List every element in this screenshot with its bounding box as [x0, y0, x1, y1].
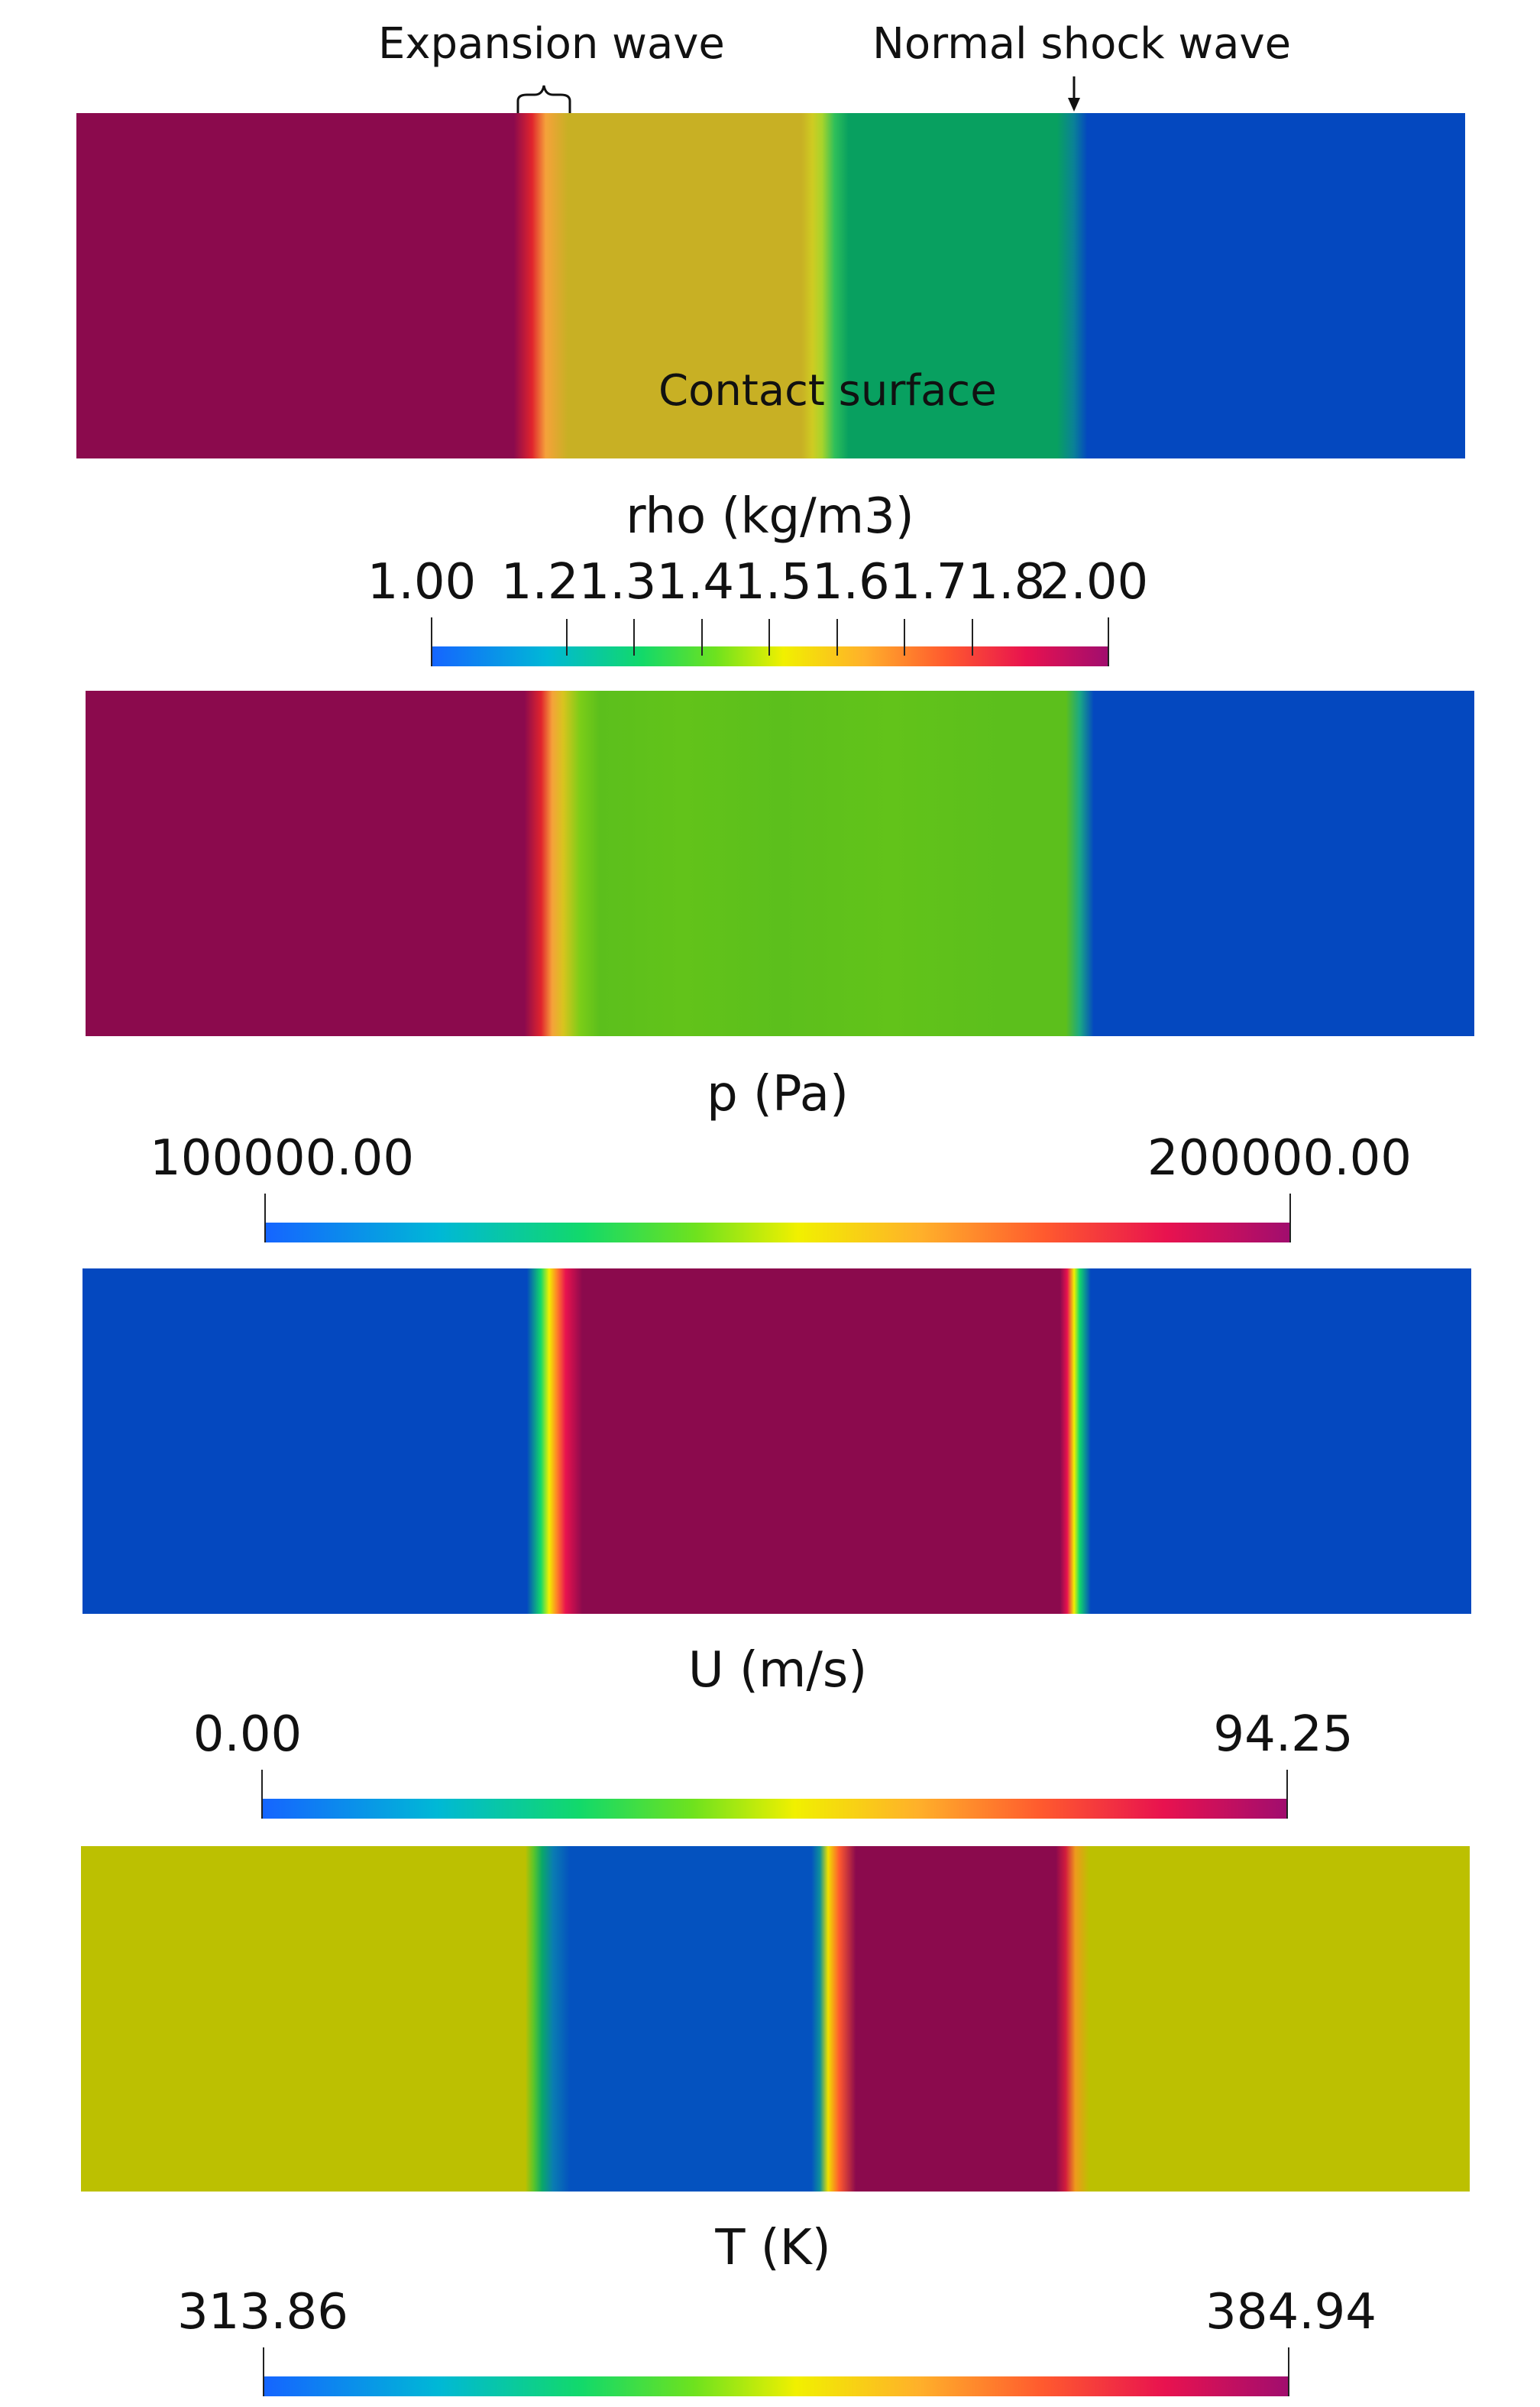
contact-surface-label: Contact surface	[658, 366, 997, 416]
u-tick-max: 94.25	[1213, 1706, 1354, 1763]
rho-colorbar-tick-1-2	[566, 619, 568, 656]
rho-colorbar-tick-1-3	[633, 619, 635, 656]
p-tick-min: 100000.00	[150, 1130, 415, 1187]
rho-colorbar	[432, 646, 1108, 666]
p-colorbar-right-edge	[1289, 1194, 1291, 1242]
p-colorbar-left-edge	[264, 1194, 266, 1242]
t-colorbar-right-edge	[1288, 2347, 1289, 2396]
rho-colorbar-tick-1-6	[836, 619, 838, 656]
t-colorbar-left-edge	[263, 2347, 264, 2396]
rho-tick-mid: 1.21.31.41.51.61.71.8	[500, 554, 1046, 611]
u-colorbar-left-edge	[261, 1770, 263, 1819]
rho-contour-field	[76, 113, 1465, 458]
rho-tick-max: 2.00	[1039, 554, 1149, 611]
u-colorbar-title: U (m/s)	[688, 1642, 868, 1699]
p-contour-field	[86, 691, 1474, 1036]
rho-colorbar-right-edge	[1108, 617, 1109, 666]
rho-colorbar-tick-1-4	[701, 619, 703, 656]
t-contour-field	[81, 1846, 1470, 2192]
expansion-wave-brace	[516, 85, 571, 113]
rho-colorbar-tick-1-7	[904, 619, 905, 656]
expansion-wave-label: Expansion wave	[378, 19, 725, 69]
normal-shock-wave-label: Normal shock wave	[872, 19, 1292, 69]
rho-colorbar-title: rho (kg/m3)	[626, 488, 914, 545]
t-colorbar-title: T (K)	[715, 2220, 831, 2276]
u-colorbar	[263, 1799, 1286, 1819]
t-colorbar	[264, 2376, 1288, 2396]
p-colorbar	[266, 1223, 1289, 1242]
rho-colorbar-left-edge	[431, 617, 432, 666]
rho-colorbar-tick-1-5	[768, 619, 770, 656]
t-tick-min: 313.86	[177, 2284, 348, 2341]
p-colorbar-title: p (Pa)	[707, 1066, 849, 1123]
t-tick-max: 384.94	[1205, 2284, 1377, 2341]
rho-tick-min: 1.00	[367, 554, 477, 611]
shock-arrowhead	[1068, 98, 1080, 112]
u-tick-min: 0.00	[192, 1706, 302, 1763]
p-tick-max: 200000.00	[1147, 1130, 1412, 1187]
rho-colorbar-tick-1-8	[972, 619, 973, 656]
u-contour-field	[82, 1268, 1471, 1614]
u-colorbar-right-edge	[1286, 1770, 1288, 1819]
